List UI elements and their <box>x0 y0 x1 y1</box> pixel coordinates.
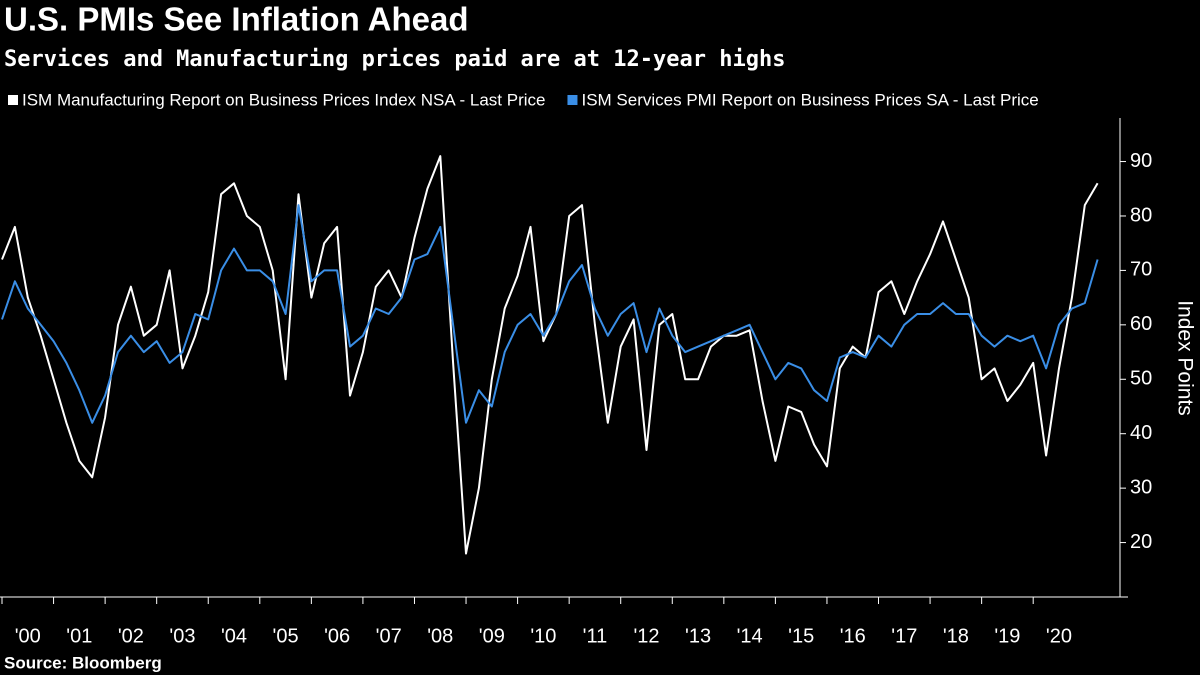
series-line <box>1 155 1099 555</box>
x-tick-label: '11 <box>583 625 608 647</box>
source: Source: Bloomberg <box>4 653 162 672</box>
x-tick-label: '06 <box>324 625 350 647</box>
y-tick-label: 90 <box>1130 150 1152 172</box>
x-tick-label: '14 <box>737 625 763 647</box>
chart-subtitle: Services and Manufacturing prices paid a… <box>4 47 785 72</box>
x-tick-label: '12 <box>633 625 659 647</box>
y-tick-label: 70 <box>1130 259 1152 281</box>
y-axis-label: Index Points <box>1173 300 1196 416</box>
x-tick-label: '15 <box>788 625 814 647</box>
x-tick-label: '19 <box>994 625 1020 647</box>
chart-title: U.S. PMIs See Inflation Ahead <box>4 1 469 38</box>
x-tick-label: '07 <box>376 625 402 647</box>
x-tick-label: '03 <box>169 625 195 647</box>
x-tick-label: '05 <box>273 625 299 647</box>
x-tick-label: '02 <box>118 625 144 647</box>
y-tick-label: 60 <box>1130 313 1152 335</box>
x-tick-label: '08 <box>427 625 453 647</box>
y-tick-label: 20 <box>1130 531 1152 553</box>
x-tick-label: '00 <box>15 625 41 647</box>
y-tick-label: 50 <box>1130 368 1152 390</box>
x-tick-label: '20 <box>1046 625 1072 647</box>
x-tick-label: '04 <box>221 625 247 647</box>
x-tick-label: '16 <box>840 625 866 647</box>
x-tick-label: '18 <box>943 625 969 647</box>
y-tick-label: 40 <box>1130 422 1152 444</box>
series-line <box>1 204 1099 424</box>
x-tick-label: '10 <box>530 625 556 647</box>
x-tick-label: '17 <box>891 625 917 647</box>
legend-swatch <box>8 95 18 105</box>
x-tick-label: '09 <box>479 625 505 647</box>
y-tick-label: 30 <box>1130 476 1152 498</box>
x-tick-label: '01 <box>66 625 92 647</box>
y-tick-label: 80 <box>1130 204 1152 226</box>
legend-label: ISM Services PMI Report on Business Pric… <box>581 90 1038 109</box>
legend-swatch <box>567 95 578 105</box>
x-tick-label: '13 <box>685 625 711 647</box>
legend-label: ISM Manufacturing Report on Business Pri… <box>22 90 545 109</box>
